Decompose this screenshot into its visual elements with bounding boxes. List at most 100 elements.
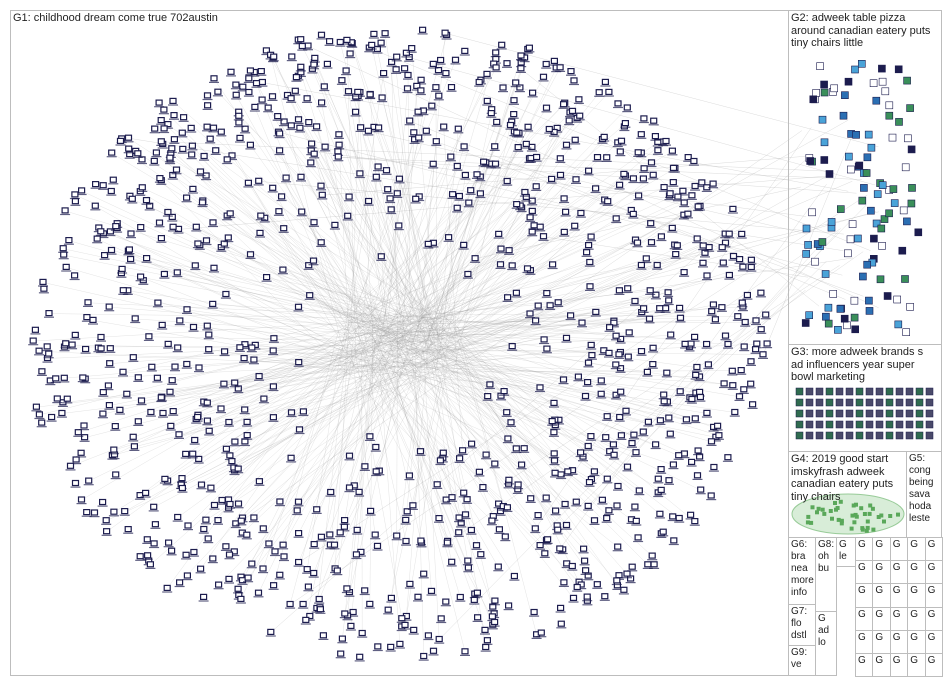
node — [467, 187, 475, 194]
node-label-mark — [98, 395, 109, 397]
node — [526, 214, 534, 221]
group-panel-g5: G5: cong being sava hoda leste — [906, 451, 942, 538]
g2-node — [872, 96, 881, 105]
node-label-mark — [751, 323, 761, 326]
node — [294, 303, 303, 310]
node — [214, 88, 222, 95]
node — [464, 270, 472, 278]
node — [176, 317, 184, 324]
node — [684, 154, 692, 161]
node — [134, 418, 142, 425]
node — [757, 289, 765, 296]
node — [183, 306, 191, 313]
node — [104, 382, 113, 389]
node-label-mark — [683, 160, 694, 162]
small-group-panel: G — [855, 537, 874, 562]
node-label-mark — [413, 115, 424, 117]
node-label-mark — [376, 46, 387, 48]
node-label-mark — [200, 523, 211, 525]
node — [536, 384, 544, 391]
g4-node — [810, 505, 815, 510]
node — [70, 272, 79, 279]
node — [639, 175, 648, 182]
node-label-mark — [597, 142, 608, 144]
node-label-mark — [253, 184, 264, 186]
g3-node — [905, 409, 914, 418]
node — [442, 598, 450, 605]
node-label-mark — [135, 194, 146, 196]
node-label-mark — [639, 171, 650, 173]
node-label-mark — [393, 229, 404, 231]
node — [703, 272, 711, 279]
node-label-mark — [527, 235, 538, 237]
node-label-mark — [174, 585, 185, 588]
node-label-mark — [83, 305, 93, 307]
node-label-mark — [611, 583, 622, 586]
node — [556, 64, 564, 71]
node-label-mark — [172, 351, 183, 353]
node — [347, 622, 355, 630]
node-label-mark — [549, 456, 560, 459]
node-label-mark — [104, 310, 115, 312]
node — [461, 171, 469, 179]
node-label-mark — [368, 37, 379, 39]
node-label-mark — [130, 321, 141, 324]
g3-node — [815, 431, 824, 440]
node-label-mark — [401, 619, 412, 621]
node — [455, 514, 463, 521]
node-label-mark — [489, 625, 500, 627]
node-label-mark — [522, 271, 533, 274]
node-label-mark — [521, 200, 532, 202]
node — [738, 230, 746, 237]
node-label-mark — [396, 629, 407, 632]
node — [660, 391, 668, 398]
node-label-mark — [583, 579, 594, 581]
node-label-mark — [183, 529, 193, 531]
node — [179, 145, 187, 152]
node — [684, 210, 692, 217]
node — [747, 256, 756, 263]
node — [365, 197, 373, 205]
node — [420, 652, 428, 660]
node-label-mark — [342, 219, 353, 221]
node-label-mark — [182, 312, 192, 314]
node — [252, 79, 261, 87]
node-label-mark — [401, 56, 412, 58]
small-group-label: G — [927, 655, 936, 666]
node-label-mark — [190, 268, 201, 271]
node-label-mark — [762, 347, 773, 349]
node — [666, 430, 674, 437]
group-label-g11: G ad lo — [818, 613, 830, 648]
node — [630, 431, 638, 438]
node-label-mark — [292, 513, 303, 516]
node — [737, 367, 745, 374]
node-label-mark — [60, 213, 71, 216]
node — [648, 552, 656, 559]
node-label-mark — [370, 538, 381, 540]
node-label-mark — [583, 366, 594, 368]
node-label-mark — [342, 619, 353, 621]
node — [472, 542, 481, 549]
node-label-mark — [723, 347, 733, 349]
node-label-mark — [650, 447, 661, 450]
node-label-mark — [156, 183, 167, 185]
node — [620, 586, 628, 593]
node — [510, 572, 518, 580]
node — [503, 504, 511, 511]
node-label-mark — [104, 366, 115, 368]
g2-node — [820, 80, 828, 89]
node-label-mark — [672, 200, 683, 202]
node-label-mark — [357, 636, 368, 638]
node — [486, 381, 494, 388]
node-label-mark — [223, 425, 234, 427]
node — [536, 541, 544, 549]
node-label-mark — [198, 532, 209, 534]
node-label-mark — [309, 157, 320, 159]
g4-node — [816, 506, 821, 511]
node — [429, 647, 438, 654]
node — [402, 537, 410, 545]
node-label-mark — [381, 173, 392, 175]
g2-node — [899, 206, 908, 215]
g4-node — [876, 515, 881, 519]
node — [719, 259, 727, 266]
